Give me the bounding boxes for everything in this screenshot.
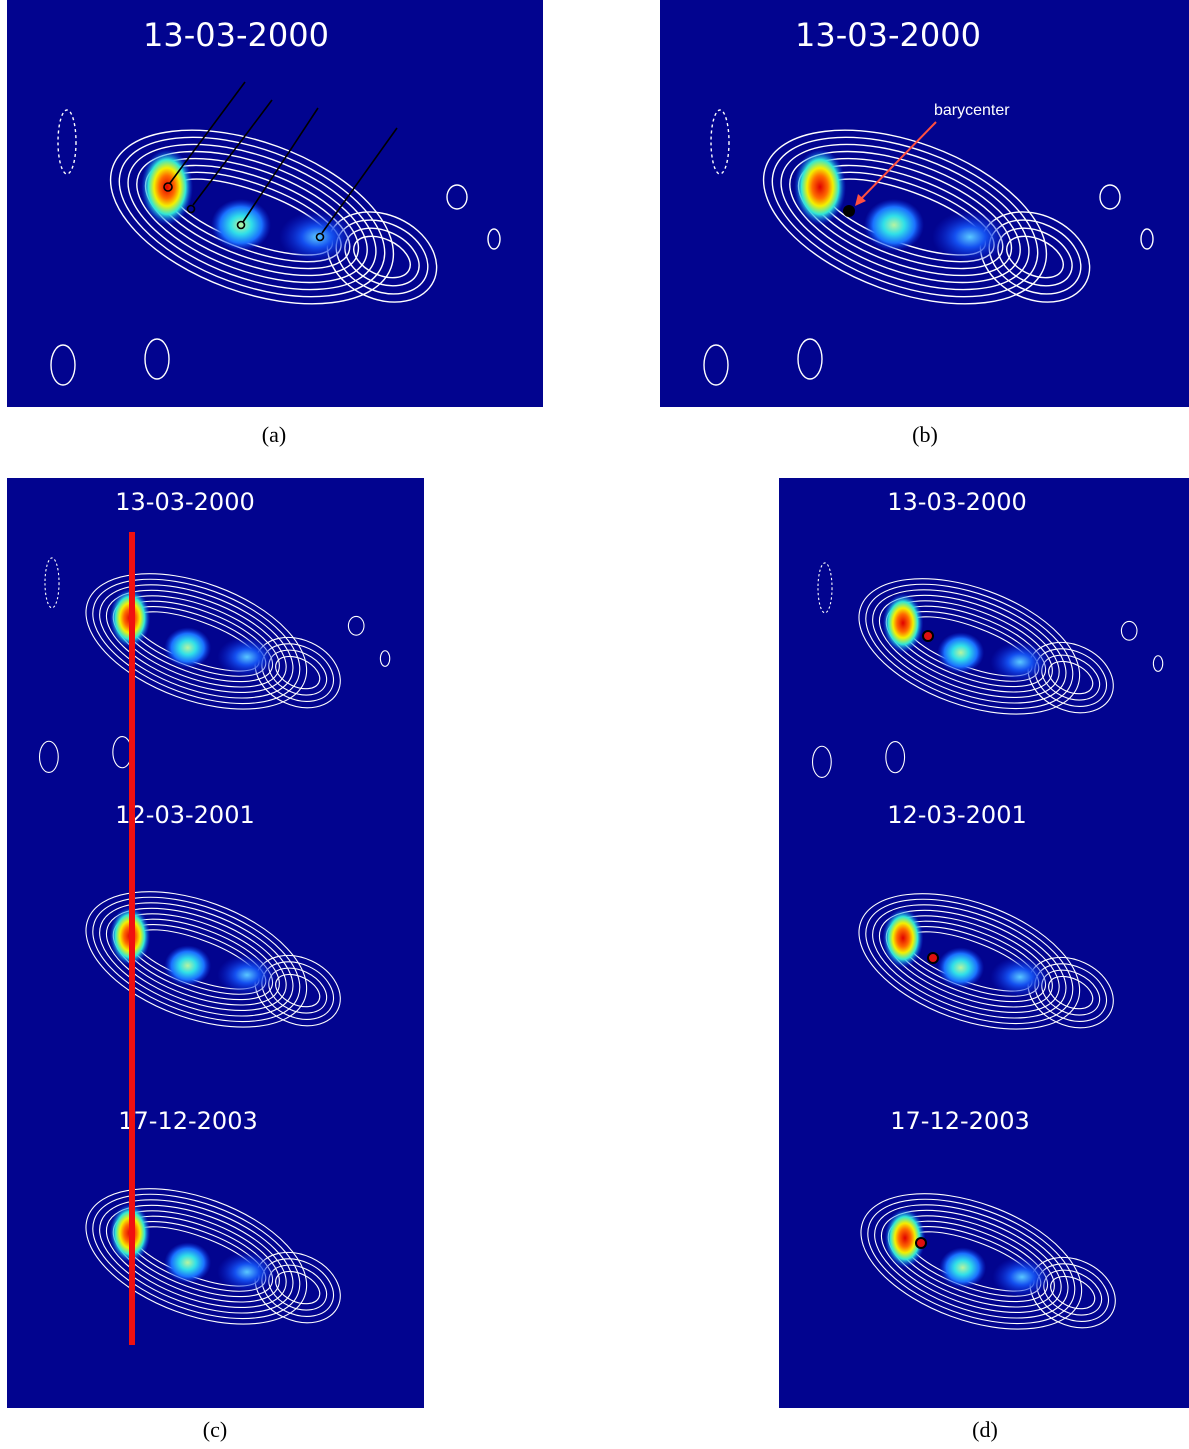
component — [932, 211, 1008, 263]
caption: (a) — [262, 422, 286, 447]
caption: (c) — [203, 1417, 227, 1442]
date: 12-03-2001 — [115, 801, 254, 829]
annotation: barycenter — [934, 102, 1010, 119]
caption: (b) — [912, 422, 938, 447]
date: 13-03-2000 — [115, 488, 254, 516]
component — [141, 149, 193, 225]
component — [164, 627, 211, 668]
barycenter-dot — [923, 631, 933, 641]
component — [990, 642, 1049, 683]
component — [939, 1247, 986, 1288]
date: 17-12-2003 — [118, 1107, 257, 1135]
component — [937, 632, 984, 673]
map-c — [7, 478, 424, 1408]
barycenter-dot — [843, 205, 855, 217]
component — [217, 955, 276, 996]
component — [992, 1257, 1051, 1298]
component — [794, 149, 846, 225]
component — [211, 199, 271, 251]
date: 17-12-2003 — [890, 1107, 1029, 1135]
date: 13-03-2000 — [887, 488, 1026, 516]
map-b — [660, 0, 1189, 407]
caption: (d) — [972, 1417, 998, 1442]
component — [217, 1252, 276, 1293]
barycenter-dot — [928, 953, 938, 963]
date: 12-03-2001 — [887, 801, 1026, 829]
component — [883, 908, 924, 967]
figure: 13-03-2000 13-03-2000 13-03-2000 12-03-2… — [0, 0, 1189, 1449]
date: 13-03-2000 — [795, 16, 981, 54]
map-a — [7, 0, 543, 407]
date: 13-03-2000 — [143, 16, 329, 54]
component — [864, 199, 924, 251]
barycenter-dot — [916, 1238, 926, 1248]
component — [990, 957, 1049, 998]
component — [883, 593, 924, 652]
component — [164, 945, 211, 986]
component — [164, 1242, 211, 1283]
component — [937, 947, 984, 988]
component — [217, 637, 276, 678]
